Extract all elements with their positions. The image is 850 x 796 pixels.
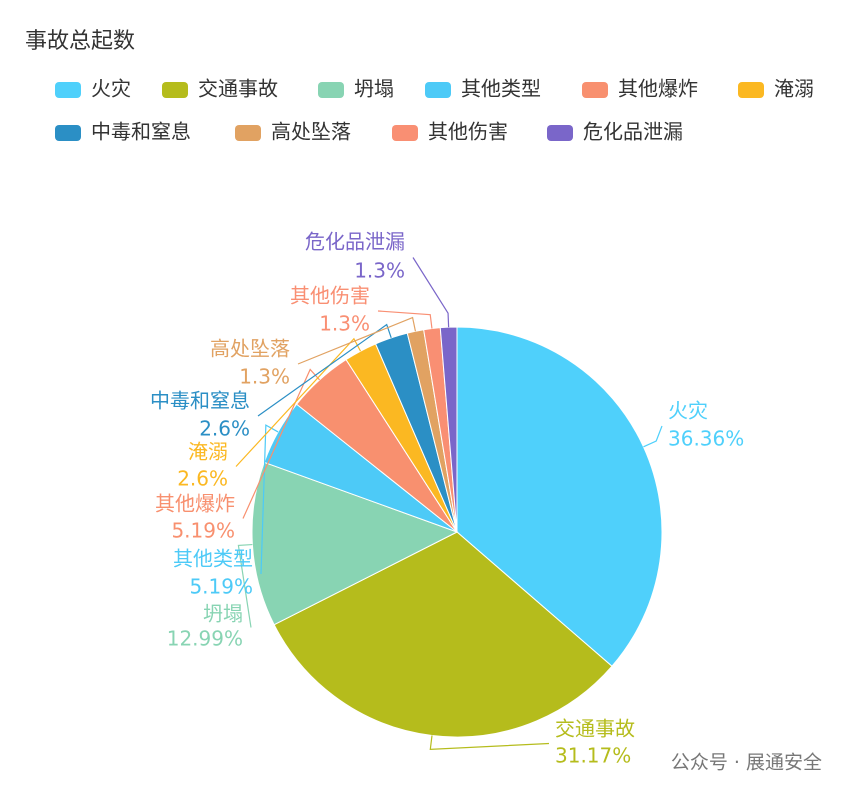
- leader-line: [412, 257, 450, 328]
- legend-swatch: [392, 125, 418, 141]
- legend-swatch: [547, 125, 573, 141]
- legend-label: 交通事故: [198, 77, 278, 101]
- legend-swatch: [318, 82, 344, 98]
- pie-slice: [273, 531, 613, 738]
- pie-slice: [456, 326, 663, 667]
- legend-label: 其他爆炸: [618, 77, 698, 101]
- legend-label: 中毒和窒息: [91, 120, 191, 144]
- slice-value-label: 5.19%: [171, 519, 235, 543]
- leader-line: [260, 424, 279, 575]
- leader-line: [235, 337, 362, 467]
- legend-swatch: [738, 82, 764, 98]
- leader-line: [643, 425, 663, 448]
- slice-label: 火灾: [668, 399, 708, 423]
- slice-label: 其他爆炸: [155, 492, 235, 516]
- slice-label: 其他伤害: [290, 284, 370, 308]
- slice-value-label: 1.3%: [354, 259, 405, 283]
- slice-label: 淹溺: [188, 440, 228, 464]
- leader-line: [237, 543, 253, 628]
- legend-label: 其他类型: [461, 77, 541, 101]
- legend-swatch: [235, 125, 261, 141]
- pie-slice: [251, 461, 459, 626]
- legend-label: 危化品泄漏: [583, 120, 683, 144]
- slice-label: 其他类型: [173, 547, 253, 571]
- legend-swatch: [425, 82, 451, 98]
- slice-label: 中毒和窒息: [150, 389, 250, 413]
- slice-value-label: 31.17%: [555, 744, 631, 768]
- slice-label: 高处坠落: [210, 337, 290, 361]
- legend-swatch: [162, 82, 188, 98]
- leader-line: [377, 310, 433, 329]
- slice-value-label: 1.3%: [239, 365, 290, 389]
- leader-line: [242, 368, 321, 519]
- legend-swatch: [55, 82, 81, 98]
- slice-label: 危化品泄漏: [305, 230, 405, 254]
- slice-value-label: 1.3%: [319, 312, 370, 336]
- leader-line: [297, 316, 417, 365]
- watermark: 公众号 · 展通安全: [671, 752, 822, 774]
- legend-label: 坍塌: [354, 77, 394, 101]
- slice-value-label: 12.99%: [167, 627, 243, 651]
- legend-label: 淹溺: [774, 77, 814, 101]
- legend-label: 火灾: [91, 77, 131, 101]
- legend-swatch: [582, 82, 608, 98]
- leader-line: [429, 735, 550, 751]
- chart-title: 事故总起数: [25, 29, 135, 54]
- slice-value-label: 36.36%: [668, 427, 744, 451]
- slice-label: 坍塌: [203, 602, 243, 626]
- legend-swatch: [55, 125, 81, 141]
- slice-label: 交通事故: [555, 717, 635, 741]
- slice-value-label: 5.19%: [189, 575, 253, 599]
- legend-label: 高处坠落: [271, 120, 351, 144]
- leader-line: [257, 323, 392, 417]
- slice-value-label: 2.6%: [177, 467, 228, 491]
- legend-label: 其他伤害: [428, 120, 508, 144]
- slice-value-label: 2.6%: [199, 417, 250, 441]
